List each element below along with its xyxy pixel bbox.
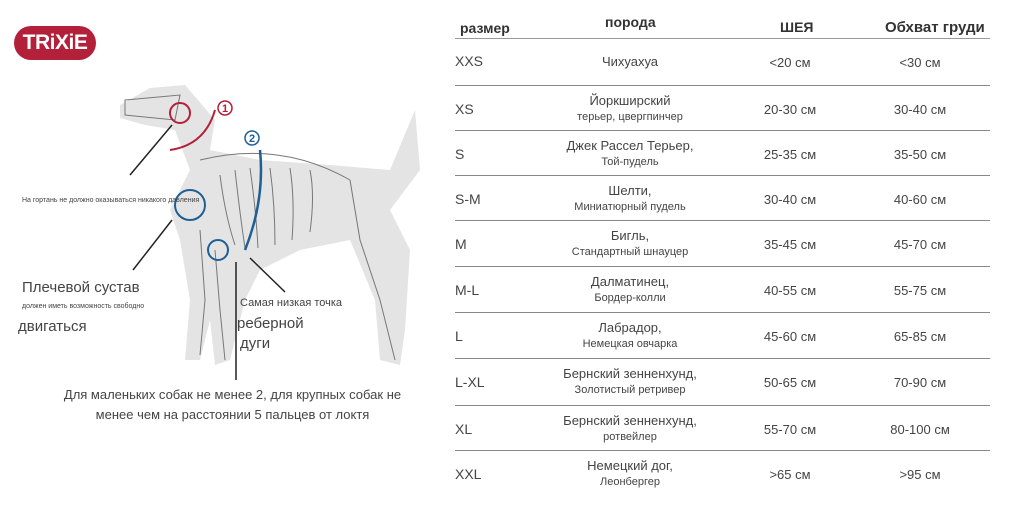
breed-cell: Лабрадор, Немецкая овчарка [535,319,725,353]
neck-cell: 20-30 см [763,102,817,117]
ribs [124,94,396,361]
table-row: S-M Шелти, Миниатюрный пудель 30-40 см 40… [455,175,990,221]
chest-cell: >95 см [899,467,941,482]
breed-name-2: Немецкая овчарка [582,338,678,350]
chest-measure-line [243,149,263,251]
breed-cell: Йоркширский терьер, цвергпинчер [535,92,725,126]
breed-cell: Немецкий дог, Леонбергер [535,457,725,491]
chest-cell: 80-100 см [890,422,950,437]
bottom-note-line2: менее чем на расстоянии 5 пальцев от лок… [95,407,370,422]
marker-2: 2 [249,133,255,145]
size-cell: S-M [455,191,481,207]
shoulder-circle [174,189,206,221]
breed-name: Далматинец, [590,274,670,289]
shoulder-title: Плечевой сустав [22,279,140,296]
breed-name-2: терьер, цвергпинчер [577,111,683,123]
breed-name: Бигль, [610,228,650,243]
breed-name: Лабрадор, [598,320,662,335]
larynx-circle [169,102,191,124]
neck-cell: 55-70 см [763,422,817,437]
breed-name-2: Стандартный шнауцер [571,246,689,258]
table-row: M-L Далматинец, Бордер-колли 40-55 см 55-… [455,266,990,312]
size-cell: L [455,328,463,344]
breed-name-2: Миниатюрный пудель [574,201,686,213]
breed-cell: Бернский зенненхунд, ротвейлер [535,412,725,446]
chest-cell: 35-50 см [893,147,947,162]
neck-measure-line [169,109,216,151]
table-row: XXL Немецкий дог, Леонбергер >65 см >95 с… [455,450,990,496]
size-cell: M-L [455,282,480,298]
dog-silhouette [120,85,420,365]
size-cell: XS [455,101,474,117]
shoulder-move: двигаться [18,318,87,335]
breed-name: Немецкий дог, [587,458,673,473]
header-size: размер [460,20,510,36]
neck-cell: 45-60 см [763,329,817,344]
breed-cell: Чихуахуа [535,53,725,70]
shoulder-note: должен иметь возможность свободно [22,303,145,310]
neck-cell: >65 см [769,467,811,482]
rib-note: Самая низкая точка [240,297,343,309]
neck-cell: 50-65 см [763,375,817,390]
breed-name-2: Леонбергер [600,476,660,488]
breed-name: Бернский зенненхунд, [563,413,697,428]
marker-1-circle [217,100,233,116]
chest-cell: 70-90 см [893,375,947,390]
header-chest: Обхват груди [885,19,985,36]
chest-cell: 55-75 см [893,283,947,298]
chest-cell: 65-85 см [893,329,947,344]
size-cell: XXL [455,466,482,482]
size-cell: XXS [455,53,484,69]
neck-cell: 30-40 см [763,192,817,207]
neck-cell: 25-35 см [763,147,817,162]
size-cell: XL [455,421,473,437]
neck-cell: <20 см [769,55,811,70]
breed-cell: Джек Рассел Терьер, Той-пудель [535,137,725,171]
marker-1: 1 [222,103,228,115]
breed-name: Йоркширский [589,93,671,108]
size-cell: S [455,146,465,162]
header-neck: ШЕЯ [780,19,814,35]
breed-name: Чихуахуа [601,54,659,69]
bottom-note-line1: Для маленьких собак не менее 2, для круп… [63,387,402,402]
table-row: L-XL Бернский зенненхунд, Золотистый ретр… [455,358,990,404]
table-row: XXS Чихуахуа <20 см <30 см [455,38,990,84]
neck-cell: 40-55 см [763,283,817,298]
breed-name-2: ротвейлер [603,431,657,443]
table-row: S Джек Рассел Терьер, Той-пудель 25-35 см… [455,130,990,176]
rib-word2: дуги [240,335,271,352]
trixie-logo: TRiXiE [14,26,96,60]
rib-word1: реберной [237,315,304,332]
breed-name: Шелти, [608,183,652,198]
breed-name: Джек Рассел Терьер, [566,138,694,153]
bottom-note: Для маленьких собак не менее 2, для круп… [60,385,405,425]
larynx-note: На гортань не должно оказываться никаког… [22,197,200,204]
table-row: M Бигль, Стандартный шнауцер 35-45 см 45-… [455,220,990,266]
chest-cell: 30-40 см [893,102,947,117]
dog-skeleton-diagram: 1 2 [120,85,420,380]
arrows [129,124,286,380]
breed-cell: Далматинец, Бордер-колли [535,273,725,307]
neck-cell: 35-45 см [763,237,817,252]
breed-name-2: Бордер-колли [594,292,666,304]
breed-cell: Бернский зенненхунд, Золотистый ретривер [535,365,725,399]
table-row: XS Йоркширский терьер, цвергпинчер 20-30 … [455,85,990,131]
breed-cell: Шелти, Миниатюрный пудель [535,182,725,216]
header-breed: порода [605,14,656,30]
breed-cell: Бигль, Стандартный шнауцер [535,227,725,261]
table-row: L Лабрадор, Немецкая овчарка 45-60 см 65-… [455,312,990,358]
chest-cell: <30 см [899,55,941,70]
size-cell: L-XL [455,374,485,390]
elbow-circle [207,239,229,261]
breed-name-2: Золотистый ретривер [574,384,686,396]
chest-cell: 40-60 см [893,192,947,207]
size-cell: M [455,236,467,252]
marker-2-circle [244,130,260,146]
chest-cell: 45-70 см [893,237,947,252]
table-row: XL Бернский зенненхунд, ротвейлер 55-70 с… [455,405,990,451]
breed-name-2: Той-пудель [601,156,659,168]
breed-name: Бернский зенненхунд, [563,366,697,381]
